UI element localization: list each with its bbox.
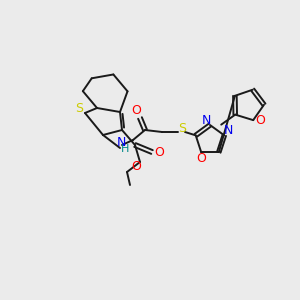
Text: N: N xyxy=(201,113,211,127)
Text: S: S xyxy=(75,103,83,116)
Text: S: S xyxy=(178,122,186,134)
Text: N: N xyxy=(224,124,233,137)
Text: O: O xyxy=(131,160,141,173)
Text: O: O xyxy=(154,146,164,158)
Text: N: N xyxy=(116,136,126,149)
Text: O: O xyxy=(255,114,265,127)
Text: H: H xyxy=(121,144,129,154)
Text: O: O xyxy=(131,104,141,118)
Text: O: O xyxy=(196,152,206,165)
